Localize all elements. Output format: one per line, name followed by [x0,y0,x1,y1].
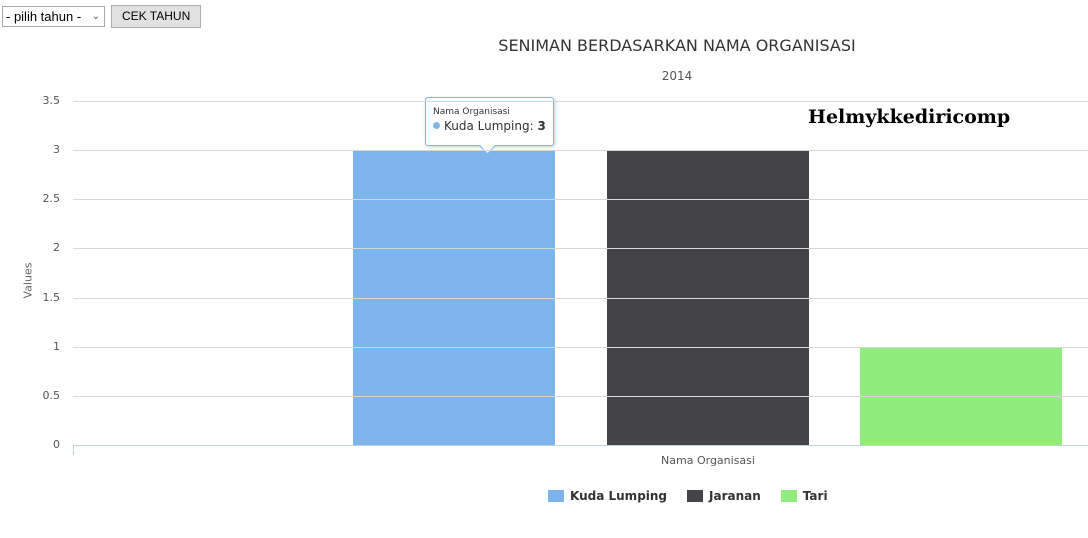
tooltip-value: 3 [537,119,546,133]
y-tick-label: 3.5 [42,94,61,107]
legend-item-kuda-lumping[interactable]: Kuda Lumping [548,489,667,503]
legend-swatch-icon [548,490,564,502]
y-tick-label: 3 [53,143,60,156]
x-axis-tick [73,445,74,455]
y-tick-label: 0.5 [42,389,61,402]
year-select-value: - pilih tahun - [6,9,82,24]
y-tick-label: 1.5 [42,291,61,304]
chevron-down-icon: ⌄ [91,11,100,22]
tooltip-header: Nama Organisasi [433,107,510,117]
y-tick-label: 2.5 [42,192,61,205]
x-axis-line [73,445,1088,446]
gridline [73,199,1088,200]
gridline [73,347,1088,348]
gridline [73,101,1088,102]
chart-subtitle: 2014 [661,69,693,83]
watermark-text: Helmykkediricomp [808,106,1011,128]
x-category-label: Nama Organisasi [661,454,755,467]
check-year-button[interactable]: CEK TAHUN [111,5,202,28]
y-tick-label: 0 [53,438,60,451]
legend-label: Jaranan [709,489,761,503]
tooltip-row: Kuda Lumping: 3 [433,119,546,133]
y-tick-label: 1 [53,340,60,353]
legend-label: Tari [802,489,828,503]
year-controls: - pilih tahun - ⌄ CEK TAHUN [2,5,202,28]
legend-swatch-icon [687,490,704,502]
legend-swatch-icon [780,490,797,502]
gridline [73,298,1088,299]
legend-item-jaranan[interactable]: Jaranan [687,489,761,503]
legend: Kuda Lumping Jaranan Tari [548,489,848,503]
year-select[interactable]: - pilih tahun - ⌄ [2,6,105,27]
legend-item-tari[interactable]: Tari [780,489,828,503]
gridline [73,396,1088,397]
tooltip: Nama Organisasi Kuda Lumping: 3 [425,97,554,155]
gridline [73,150,1088,151]
chart-title: SENIMAN BERDASARKAN NAMA ORGANISASI [498,36,856,55]
y-tick-label: 2 [53,241,60,254]
legend-label: Kuda Lumping [570,489,668,503]
gridline [73,248,1088,249]
series-dot-icon [433,122,440,129]
tooltip-series: Kuda Lumping [444,119,530,133]
